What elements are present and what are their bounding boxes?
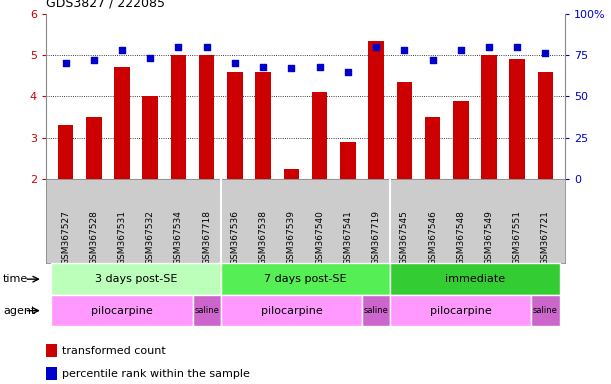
Point — [145, 55, 155, 61]
Point — [258, 64, 268, 70]
Text: pilocarpine: pilocarpine — [260, 306, 322, 316]
Bar — [255, 71, 271, 179]
Text: 3 days post-SE: 3 days post-SE — [95, 274, 177, 284]
Bar — [142, 96, 158, 179]
Point — [456, 47, 466, 53]
Text: saline: saline — [364, 306, 389, 315]
Point — [315, 64, 324, 70]
Text: percentile rank within the sample: percentile rank within the sample — [62, 369, 249, 379]
Bar — [227, 71, 243, 179]
Bar — [170, 55, 186, 179]
Text: 7 days post-SE: 7 days post-SE — [264, 274, 347, 284]
Point — [371, 44, 381, 50]
Point — [89, 57, 99, 63]
Bar — [481, 55, 497, 179]
Bar — [510, 59, 525, 179]
Text: time: time — [3, 274, 28, 284]
Point — [174, 44, 183, 50]
Bar — [58, 125, 73, 179]
Bar — [397, 82, 412, 179]
Text: saline: saline — [194, 306, 219, 315]
Point — [343, 68, 353, 74]
Text: saline: saline — [533, 306, 558, 315]
Text: pilocarpine: pilocarpine — [91, 306, 153, 316]
Point — [512, 44, 522, 50]
Bar — [340, 142, 356, 179]
Text: GDS3827 / 222085: GDS3827 / 222085 — [46, 0, 165, 10]
Bar — [425, 117, 441, 179]
Point — [287, 65, 296, 71]
Text: transformed count: transformed count — [62, 346, 166, 356]
Bar — [199, 55, 214, 179]
Point — [541, 50, 551, 56]
Point — [428, 57, 437, 63]
Bar — [453, 101, 469, 179]
Point — [202, 44, 211, 50]
Bar — [312, 92, 327, 179]
Point — [117, 47, 127, 53]
Text: agent: agent — [3, 306, 35, 316]
Text: immediate: immediate — [445, 274, 505, 284]
Bar — [538, 71, 553, 179]
Bar — [114, 68, 130, 179]
Point — [230, 60, 240, 66]
Point — [484, 44, 494, 50]
Point — [400, 47, 409, 53]
Bar — [86, 117, 101, 179]
Text: pilocarpine: pilocarpine — [430, 306, 492, 316]
Bar — [284, 169, 299, 179]
Point — [60, 60, 70, 66]
Bar — [368, 41, 384, 179]
